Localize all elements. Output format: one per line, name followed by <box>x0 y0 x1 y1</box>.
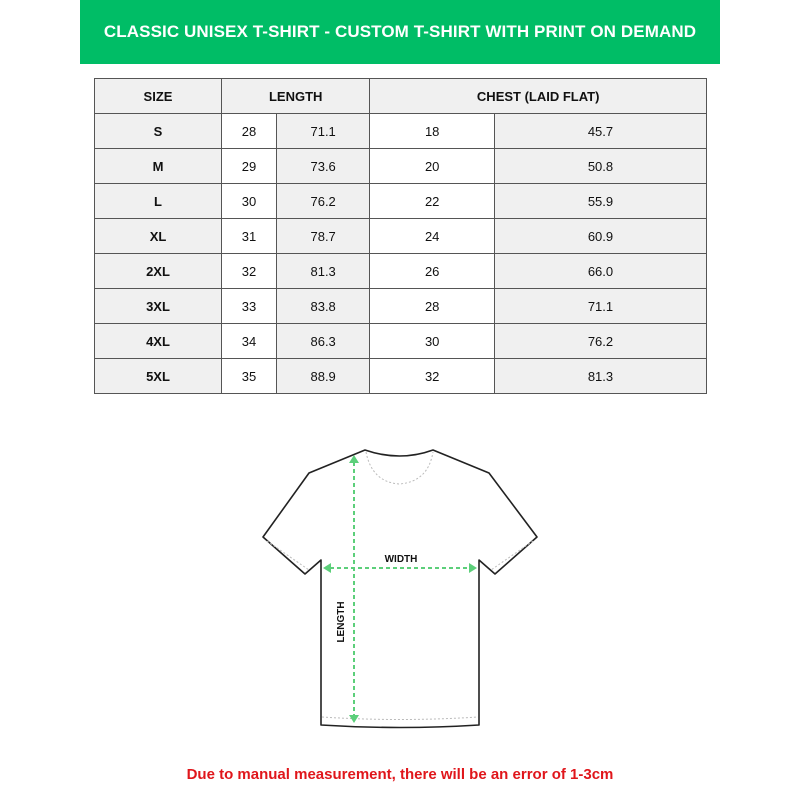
cell-chest-in: 20 <box>369 148 495 184</box>
measurement-note: Due to manual measurement, there will be… <box>186 766 614 783</box>
header-size: SIZE <box>94 78 222 114</box>
cell-length-cm: 78.7 <box>275 218 371 254</box>
cell-length-in: 29 <box>221 148 277 184</box>
cell-chest-in: 28 <box>369 288 495 324</box>
cell-size: L <box>94 183 222 219</box>
length-label: LENGTH <box>336 601 347 642</box>
cell-chest-cm: 71.1 <box>493 288 708 324</box>
cell-length-in: 28 <box>221 113 277 149</box>
cell-chest-cm: 60.9 <box>493 218 708 254</box>
cell-length-cm: 86.3 <box>275 323 371 359</box>
table-row: XL 31 78.7 24 60.9 <box>94 218 708 254</box>
cell-length-in: 35 <box>221 358 277 394</box>
cell-length-cm: 83.8 <box>275 288 371 324</box>
cell-chest-cm: 55.9 <box>493 183 708 219</box>
cell-size: 2XL <box>94 253 222 289</box>
page-title: CLASSIC UNISEX T-SHIRT - CUSTOM T-SHIRT … <box>103 22 697 41</box>
table-header-row: SIZE LENGTH CHEST (LAID FLAT) <box>94 78 707 114</box>
cell-chest-in: 18 <box>369 113 495 149</box>
size-chart-table: SIZE LENGTH CHEST (LAID FLAT) S 28 71.1 18 4… <box>94 78 708 394</box>
cell-chest-in: 32 <box>369 358 495 394</box>
cell-length-cm: 81.3 <box>275 253 371 289</box>
title-banner: CLASSIC UNISEX T-SHIRT - CUSTOM T-SHIRT … <box>80 0 720 64</box>
header-chest: CHEST (LAID FLAT) <box>369 78 707 114</box>
tshirt-outline <box>262 449 538 729</box>
cell-chest-cm: 81.3 <box>493 358 708 394</box>
cell-length-in: 33 <box>221 288 277 324</box>
cell-size: XL <box>94 218 222 254</box>
cell-length-cm: 71.1 <box>275 113 371 149</box>
cell-size: 4XL <box>94 323 222 359</box>
table-row: M 29 73.6 20 50.8 <box>94 148 708 184</box>
cell-length-in: 30 <box>221 183 277 219</box>
length-arrow <box>349 455 359 723</box>
cell-size: 3XL <box>94 288 222 324</box>
cell-chest-in: 30 <box>369 323 495 359</box>
cell-length-cm: 73.6 <box>275 148 371 184</box>
cell-chest-in: 24 <box>369 218 495 254</box>
cell-size: 5XL <box>94 358 222 394</box>
width-label: WIDTH <box>385 554 418 565</box>
cell-length-cm: 88.9 <box>275 358 371 394</box>
cell-chest-cm: 66.0 <box>493 253 708 289</box>
cell-size: S <box>94 113 222 149</box>
cell-length-cm: 76.2 <box>275 183 371 219</box>
table-row: 3XL 33 83.8 28 71.1 <box>94 288 708 324</box>
table-row: 5XL 35 88.9 32 81.3 <box>94 358 708 394</box>
cell-size: M <box>94 148 222 184</box>
cell-chest-cm: 50.8 <box>493 148 708 184</box>
cell-chest-in: 26 <box>369 253 495 289</box>
